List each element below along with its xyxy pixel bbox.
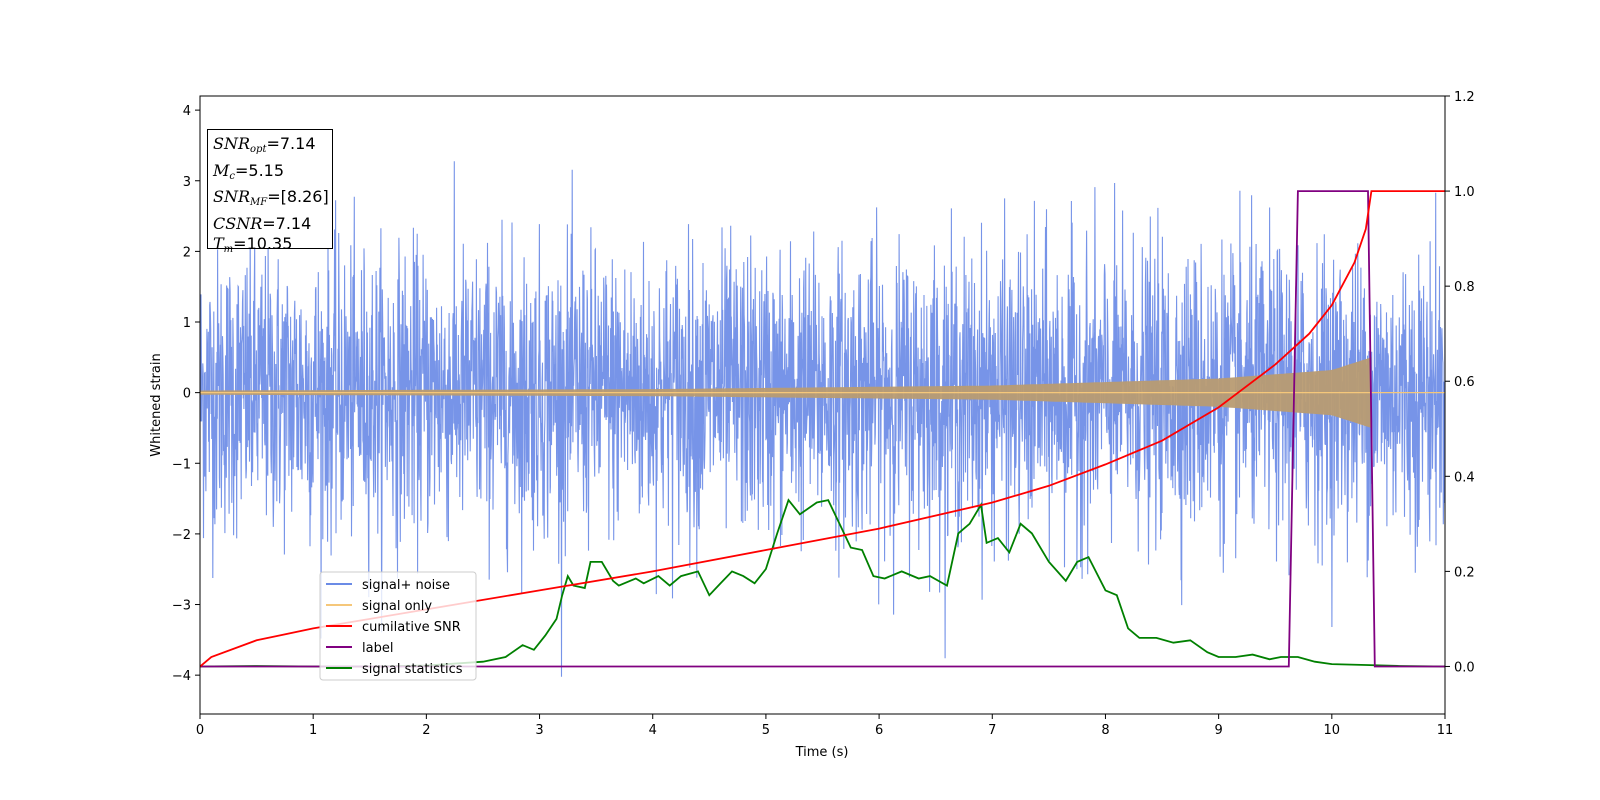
tm-subscript: m: [223, 244, 234, 255]
x-tick-label: 2: [422, 723, 430, 738]
csnr-row: CSNR=7.14: [213, 214, 327, 235]
x-axis-title: Time (s): [795, 745, 849, 760]
legend-label: cumilative SNR: [362, 620, 461, 635]
y-left-tick-label: 0: [183, 387, 191, 402]
snr-opt-subscript: opt: [250, 144, 267, 155]
x-tick-label: 1: [309, 723, 317, 738]
mc-subscript: c: [229, 170, 235, 182]
x-tick-label: 10: [1324, 723, 1341, 738]
snr-opt-value: =7.14: [266, 134, 316, 153]
y-axis-title: Whitened strain: [149, 353, 164, 456]
y-right-tick-label: 0.8: [1454, 280, 1475, 295]
y-left-tick-label: −3: [172, 599, 191, 614]
x-tick-label: 3: [535, 723, 543, 738]
y-right-tick-label: 1.2: [1454, 90, 1475, 105]
y-left-tick-label: −2: [172, 528, 191, 543]
snr-opt-row: SNRopt=7.14: [213, 134, 327, 161]
y-left-tick-label: 2: [183, 245, 191, 260]
x-tick-label: 0: [196, 723, 204, 738]
y-right-tick-label: 0.0: [1454, 660, 1475, 675]
x-axis: 0 1 2 3 4 5 6 7 8 9 10 11: [196, 714, 1453, 738]
legend-label: signal statistics: [362, 662, 463, 677]
y-right-tick-label: 0.2: [1454, 565, 1475, 580]
signal-statistics-line: [200, 498, 1445, 668]
y-right-tick-label: 0.6: [1454, 375, 1475, 390]
legend: signal+ noise signal only cumilative SNR la…: [319, 571, 477, 681]
x-tick-label: 6: [875, 723, 883, 738]
signal-noise-line: [200, 161, 1445, 677]
snr-opt-symbol: SNR: [213, 134, 251, 153]
signal-noise-series: [200, 161, 1445, 677]
legend-label: signal only: [362, 599, 432, 614]
snr-mf-subscript: MF: [250, 197, 268, 208]
tm-row: Tm=10.35: [213, 234, 327, 261]
x-tick-label: 11: [1437, 723, 1454, 738]
mc-value: =5.15: [235, 160, 285, 180]
plot-frame: [199, 95, 1446, 715]
label-line: [200, 190, 1445, 668]
csnr-value: =7.14: [262, 213, 312, 233]
mc-symbol: M: [213, 160, 230, 180]
legend-frame: [319, 571, 477, 681]
tm-symbol: T: [213, 234, 224, 253]
y-left-tick-label: 3: [183, 175, 191, 190]
y-right-tick-label: 0.4: [1454, 470, 1475, 485]
snr-mf-row: SNRMF=[8.26]: [213, 187, 329, 214]
legend-label: label: [362, 641, 393, 656]
y-left-tick-label: −4: [172, 669, 191, 684]
y-axis-right: 1.2 1.0 0.8 0.6 0.4 0.2 0.0: [1445, 90, 1475, 675]
x-tick-label: 7: [988, 723, 996, 738]
y-left-tick-label: −1: [172, 457, 191, 472]
x-tick-label: 5: [762, 723, 770, 738]
y-left-tick-label: 4: [183, 104, 191, 119]
snr-mf-value: =[8.26]: [267, 187, 329, 206]
tm-value: =10.35: [233, 234, 293, 253]
y-right-tick-label: 1.0: [1454, 185, 1475, 200]
x-tick-label: 8: [1101, 723, 1109, 738]
snr-mf-symbol: SNR: [213, 187, 251, 206]
mc-row: Mc=5.15: [213, 161, 327, 188]
legend-label: signal+ noise: [362, 578, 450, 593]
y-left-tick-label: 1: [183, 316, 191, 331]
x-tick-label: 4: [649, 723, 657, 738]
x-tick-label: 9: [1214, 723, 1222, 738]
annotation-box: SNRopt=7.14 Mc=5.15 SNRMF=[8.26] CSNR=7.…: [207, 129, 333, 255]
csnr-symbol: CSNR: [213, 213, 263, 233]
y-axis-left: 4 3 2 1 0 −1 −2 −3 −4: [172, 104, 200, 684]
